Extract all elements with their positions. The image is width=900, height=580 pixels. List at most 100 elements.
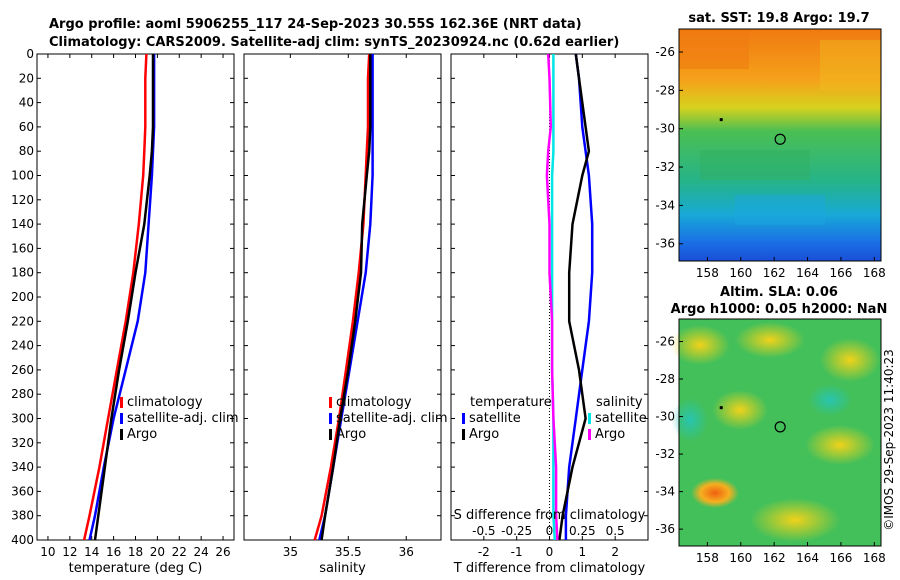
legend-label: satellite — [469, 411, 521, 426]
legend-label: Argo — [595, 427, 625, 442]
map-x-tick-label: 168 — [863, 551, 886, 565]
legend-label: climatology — [336, 395, 412, 410]
sst-map-title: sat. SST: 19.8 Argo: 19.7 — [688, 11, 869, 26]
legend-swatch — [329, 397, 332, 408]
series-t-argo — [558, 53, 591, 541]
x-axis-label: salinity — [319, 561, 366, 576]
map-x-tick-label: 160 — [729, 551, 752, 565]
top-axis-label: S difference from climatology — [454, 508, 646, 523]
sla-map-axes: 158 160 162 164 166 168 -26 -28 -30 -32 -34 -36 — [655, 335, 885, 565]
y-tick-label: 240 — [11, 339, 34, 353]
axes-box — [243, 53, 442, 541]
sst-map-axes: 158 160 162 164 166 168 -26 -28 -30 -32 -34 -36 — [655, 45, 885, 280]
sst-map — [678, 28, 882, 262]
sla-map-subtitle: Argo h1000: 0.05 h2000: NaN — [671, 302, 888, 317]
x-tick-label: 24 — [194, 545, 209, 559]
series-climatology — [313, 53, 371, 541]
top-tick-label: 0.25 — [569, 524, 596, 538]
x-tick-label: 20 — [150, 545, 165, 559]
map-x-tick-label: 166 — [829, 266, 852, 280]
x-tick-label: 35 — [283, 545, 298, 559]
legend-swatch — [120, 429, 123, 440]
y-tick-label: 380 — [11, 509, 34, 523]
y-tick-label: 340 — [11, 460, 34, 474]
x-tick-label: 1 — [579, 545, 587, 559]
series-climatology — [82, 53, 148, 541]
argo-position-marker — [774, 133, 786, 145]
map-y-tick-label: -26 — [655, 335, 675, 349]
legend-swatch — [588, 429, 591, 440]
x-tick-label: -1 — [511, 545, 523, 559]
y-tick-label: 20 — [19, 71, 34, 85]
legend-label: satellite — [595, 411, 647, 426]
y-tick-label: 40 — [19, 96, 34, 110]
x-tick-label: 14 — [84, 545, 99, 559]
legend-swatch — [462, 413, 465, 424]
x-tick-label: 26 — [215, 545, 230, 559]
legend-label: satellite-adj. clim — [336, 411, 448, 426]
x-tick-label: 22 — [172, 545, 187, 559]
y-tick-label: 400 — [11, 533, 34, 547]
x-tick-label: 16 — [106, 545, 121, 559]
legend-label: Argo — [469, 427, 499, 442]
x-axis-label: temperature (deg C) — [69, 561, 203, 576]
sla-map-title: Altim. SLA: 0.06 — [720, 285, 838, 300]
legend-label: climatology — [127, 395, 203, 410]
y-tick-label: 200 — [11, 290, 34, 304]
title-line-1: Argo profile: aoml 5906255_117 24-Sep-20… — [49, 17, 582, 32]
x-tick-label: 2 — [611, 545, 619, 559]
map-x-tick-label: 166 — [829, 551, 852, 565]
legend-swatch — [329, 429, 332, 440]
top-tick-label: 0 — [546, 524, 554, 538]
legend-label: satellite-adj. clim — [127, 411, 239, 426]
legend-label: Argo — [127, 427, 157, 442]
map-y-tick-label: -26 — [655, 45, 675, 59]
difference-panel: -2 -1 0 1 2 T difference from climatology S di… — [450, 53, 649, 576]
x-tick-label: 10 — [40, 545, 55, 559]
y-tick-label: 320 — [11, 436, 34, 450]
map-x-tick-label: 158 — [696, 266, 719, 280]
series-argo — [320, 54, 372, 541]
legend-label: Argo — [336, 427, 366, 442]
y-tick-label: 100 — [11, 169, 34, 183]
legend-swatch — [588, 413, 591, 424]
x-tick-label: -2 — [478, 545, 490, 559]
sla-map — [670, 318, 882, 547]
temperature-panel: 0 20 40 60 80 100 120 140 160 180 200 220 240 260 280 3… — [11, 47, 239, 576]
top-tick-label: -0.25 — [501, 524, 532, 538]
imos-timestamp: ©IMOS 29-Sep-2023 11:40:23 — [882, 349, 896, 531]
map-x-tick-label: 162 — [763, 266, 786, 280]
map-y-tick-label: -28 — [655, 83, 675, 97]
map-y-tick-label: -28 — [655, 372, 675, 386]
map-x-tick-label: 168 — [863, 266, 886, 280]
y-tick-label: 60 — [19, 120, 34, 134]
series-argo — [93, 54, 155, 541]
x-tick-label: 35.5 — [335, 545, 362, 559]
map-y-tick-label: -36 — [655, 522, 675, 536]
map-y-tick-label: -34 — [655, 485, 675, 499]
salinity-panel: 35 35.5 36 salinity climatologysatellite-adj… — [243, 53, 448, 576]
map-y-tick-label: -32 — [655, 160, 675, 174]
x-axis-label: T difference from climatology — [453, 561, 646, 576]
x-tick-label: 36 — [399, 545, 414, 559]
legend-title-temperature: temperature — [470, 395, 552, 410]
map-x-tick-label: 162 — [763, 551, 786, 565]
y-tick-label: 220 — [11, 314, 34, 328]
x-tick-label: 12 — [62, 545, 77, 559]
y-tick-label: 120 — [11, 193, 34, 207]
y-tick-label: 260 — [11, 363, 34, 377]
y-tick-label: 360 — [11, 484, 34, 498]
map-x-tick-label: 164 — [796, 266, 819, 280]
series-s-satellite — [550, 54, 557, 541]
series-t-satellite — [564, 53, 594, 540]
argo-position-marker — [774, 421, 786, 433]
map-y-tick-label: -30 — [655, 122, 675, 136]
title-line-2: Climatology: CARS2009. Satellite-adj cli… — [49, 35, 619, 50]
x-tick-label: 0 — [546, 545, 554, 559]
y-tick-label: 140 — [11, 217, 34, 231]
y-tick-label: 0 — [26, 47, 34, 61]
map-y-tick-label: -32 — [655, 447, 675, 461]
y-tick-label: 80 — [19, 144, 34, 158]
legend-swatch — [120, 413, 123, 424]
